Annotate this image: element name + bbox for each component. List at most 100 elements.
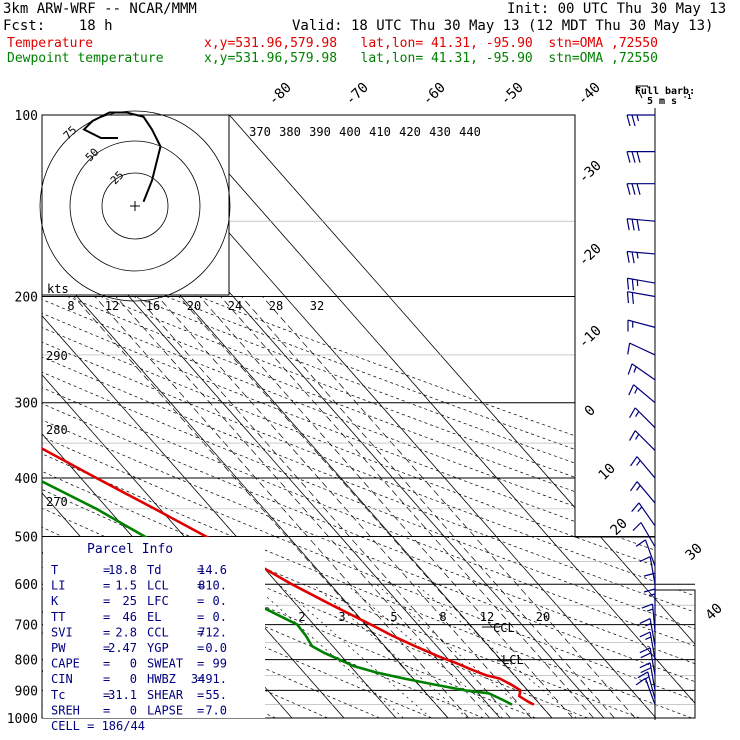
wind-barb-staff <box>629 342 656 356</box>
theta-label-440: 440 <box>459 125 481 139</box>
model-title: 3km ARW-WRF -- NCAR/MMM <box>3 1 197 17</box>
wind-barb-flag <box>637 671 649 679</box>
parcel-eq: = <box>103 657 110 671</box>
theta-label-400: 400 <box>339 125 361 139</box>
pressure-label-100: 100 <box>15 109 38 124</box>
wind-barb-half-flag <box>635 433 640 440</box>
isotherm-label-40: 40 <box>703 601 726 624</box>
wind-barb <box>631 502 656 527</box>
theta-label-370: 370 <box>249 125 271 139</box>
dewpoint-location: x,y=531.96,579.98 lat,lon= 41.31, -95.90… <box>204 51 658 66</box>
isotherm-line <box>177 115 695 718</box>
wind-barb-flag <box>639 662 651 669</box>
wind-speed-tick-12: 12 <box>105 299 119 313</box>
theta-label-420: 420 <box>399 125 421 139</box>
isotherm-label--10: -10 <box>576 323 605 352</box>
theta-label-390: 390 <box>309 125 331 139</box>
wind-barb-staff <box>627 250 656 255</box>
wind-barb-half-flag <box>645 622 652 627</box>
parcel-label-pw: PW <box>51 641 66 655</box>
pressure-label-200: 200 <box>15 291 38 306</box>
parcel-eq: = <box>103 563 110 577</box>
wind-speed-tick-32: 32 <box>310 299 324 313</box>
pressure-label-300: 300 <box>15 397 38 412</box>
lcl-label: LCL <box>502 653 524 667</box>
wind-barb-flag <box>627 343 631 355</box>
parcel-eq: = <box>197 610 204 624</box>
parcel-value-k: 25 <box>123 594 137 608</box>
parcel-value-td: 14.6 <box>198 563 227 577</box>
parcel-value-sreh: 0 <box>130 703 137 717</box>
wind-barb-flag <box>636 151 641 163</box>
wind-speed-scale-label: kts <box>47 282 69 296</box>
wind-barb-flag <box>631 502 640 513</box>
wind-barb-flag <box>641 603 653 609</box>
wind-barb <box>639 618 656 647</box>
wind-barb-staff <box>633 384 656 404</box>
parcel-eq: = <box>103 672 110 686</box>
theta-label-410: 410 <box>369 125 391 139</box>
isotherm-label--50: -50 <box>498 80 527 109</box>
parcel-label-hwbz: HWBZ <box>147 672 176 686</box>
wind-barb-flag <box>640 652 652 659</box>
wind-barb <box>639 556 656 585</box>
wind-speed-tick-8: 8 <box>67 299 74 313</box>
parcel-value-lfc: 0. <box>213 594 227 608</box>
wind-barb <box>629 407 656 429</box>
parcel-value-t: 18.8 <box>108 563 137 577</box>
pressure-label-700: 700 <box>15 619 38 634</box>
moist-adiabat-line <box>262 296 636 718</box>
parcel-value-ccl: 712. <box>198 625 227 639</box>
parcel-eq: = <box>197 703 204 717</box>
parcel-value-ygp: 0.0 <box>205 641 227 655</box>
wind-barb <box>627 342 656 356</box>
wind-barb-staff <box>636 481 656 504</box>
parcel-eq: = <box>103 703 110 717</box>
parcel-eq: = <box>197 657 204 671</box>
wind-barb <box>635 677 656 705</box>
wind-barb-flag <box>631 219 635 231</box>
pressure-label-600: 600 <box>15 578 38 593</box>
wind-speed-tick-28: 28 <box>269 299 283 313</box>
wind-barb-half-flag <box>633 366 637 373</box>
wind-barb-half-flag <box>636 114 640 122</box>
wind-barb-flag <box>626 183 631 195</box>
parcel-label-sweat: SWEAT <box>147 657 183 671</box>
barb-legend-sample <box>635 85 643 99</box>
wind-barb-flag <box>630 456 638 467</box>
wind-barb-flag <box>626 291 630 304</box>
temperature-legend: Temperature <box>7 36 94 51</box>
mixing-ratio-label-8: 8 <box>439 610 446 624</box>
wind-barb <box>641 603 656 633</box>
parcel-eq: = <box>103 625 110 639</box>
mixing-ratio-label-12: 12 <box>480 610 494 624</box>
mixing-ratio-label-3: 3 <box>338 610 345 624</box>
parcel-value-lcl: 810. <box>198 579 227 593</box>
wind-barb-flag <box>631 279 634 291</box>
wind-barb-flag <box>626 218 630 231</box>
wind-barb <box>643 588 656 618</box>
wind-barb-staff <box>647 671 656 700</box>
pressure-label-1000: 1000 <box>7 712 38 727</box>
parcel-label-t: T <box>51 563 58 577</box>
parcel-label-el: EL <box>147 610 161 624</box>
wind-barb-staff <box>634 430 656 451</box>
parcel-eq: = <box>103 594 110 608</box>
parcel-value-cape: 0 <box>130 657 137 671</box>
wind-barb-flag <box>635 539 646 547</box>
parcel-info-title: Parcel Info <box>87 542 173 557</box>
barb-legend-title: Full barb: <box>635 86 695 97</box>
parcel-value-pw: 2.47 <box>108 641 137 655</box>
wind-barb-staff <box>644 539 656 567</box>
wind-barb-flag <box>636 219 640 231</box>
barb-legend-unit: 5 m s <box>647 96 677 107</box>
wind-barb-staff <box>649 662 656 691</box>
parcel-label-td: Td <box>147 563 161 577</box>
temperature-profile <box>42 115 535 706</box>
hodograph-trace <box>82 111 162 203</box>
parcel-value-el: 0. <box>213 610 227 624</box>
wind-barb-flag <box>630 481 638 492</box>
wind-barb-staff <box>627 277 656 284</box>
parcel-eq: = <box>197 688 204 702</box>
